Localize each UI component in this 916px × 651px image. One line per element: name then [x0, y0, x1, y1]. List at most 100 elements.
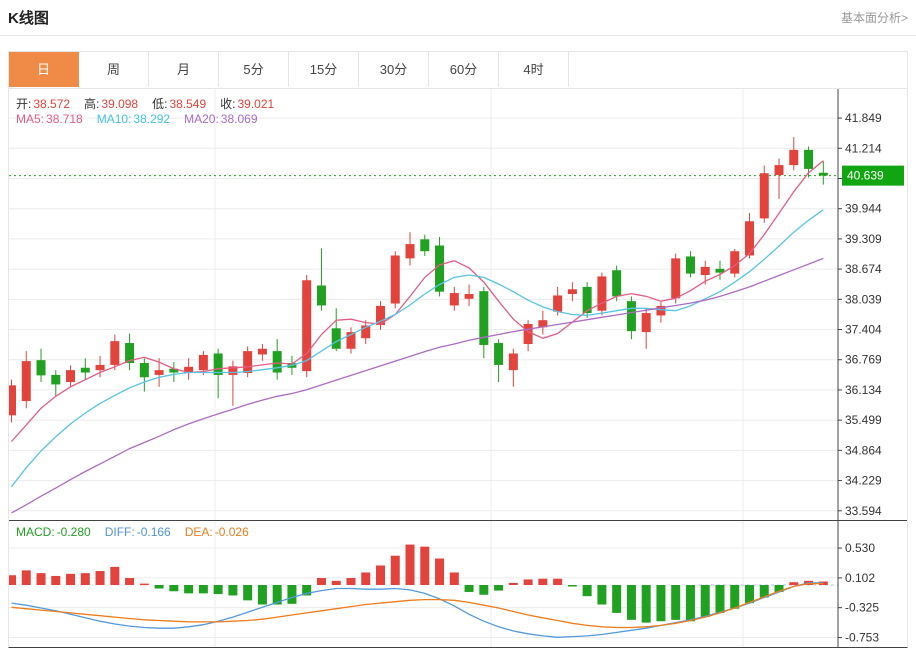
- candle-body: [361, 325, 371, 339]
- y-tick-label: 39.309: [845, 232, 882, 246]
- candle-body: [745, 221, 754, 256]
- candle-body: [331, 328, 341, 349]
- candle-body: [154, 370, 164, 375]
- y-tick-label: 0.530: [845, 541, 875, 555]
- candle-body: [626, 301, 636, 332]
- macd-bar: [567, 585, 577, 587]
- candle-body: [700, 266, 710, 276]
- candle-body: [523, 324, 533, 344]
- macd-bar: [154, 585, 164, 589]
- macd-panel: 0.530 0.102 -0.325 -0.753 MACD: -0.280 DIFF: -…: [9, 521, 907, 647]
- candle-body: [228, 366, 238, 375]
- y-tick-label: 34.229: [845, 474, 882, 488]
- candle-body: [36, 360, 46, 376]
- candle-body: [597, 276, 607, 311]
- macd-bar: [376, 565, 385, 585]
- candle-body: [479, 291, 489, 345]
- candle-body: [449, 293, 459, 306]
- tab-interval-0[interactable]: 日: [9, 52, 79, 87]
- y-tick-label: 35.499: [845, 413, 882, 427]
- macd-chart[interactable]: 0.530 0.102 -0.325 -0.753: [9, 521, 907, 647]
- candle-body: [804, 149, 814, 169]
- macd-bar: [745, 585, 754, 604]
- candle-body: [213, 353, 223, 375]
- candle-body: [582, 286, 592, 314]
- candle-body: [21, 361, 31, 402]
- candle-body: [789, 149, 799, 166]
- candle-body: [494, 343, 504, 365]
- candle-body: [730, 251, 740, 274]
- macd-bar: [390, 555, 400, 585]
- candle-body: [405, 244, 415, 259]
- macd-bar: [508, 582, 518, 585]
- interval-tabs: 日周月 5分 15分 30分 60分 4时: [9, 52, 907, 89]
- candlestick-chart[interactable]: 41.849 41.214 39.944 39.309 38.674 38.039 37.4…: [9, 89, 907, 520]
- macd-bar: [582, 585, 592, 597]
- macd-bar: [730, 585, 740, 609]
- candle-body: [464, 294, 474, 299]
- candle-body: [9, 385, 16, 416]
- tab-interval-1[interactable]: 周: [79, 52, 149, 87]
- ma10-line: [10, 209, 824, 488]
- fundamental-analysis-link[interactable]: 基本面分析>: [840, 11, 908, 25]
- macd-bar: [626, 585, 636, 620]
- macd-bar: [449, 572, 459, 585]
- macd-bar: [346, 578, 356, 585]
- macd-bar: [228, 585, 238, 596]
- candle-body: [656, 305, 666, 316]
- macd-bar: [361, 572, 371, 585]
- macd-bar: [184, 585, 194, 594]
- macd-bar: [523, 579, 533, 585]
- tab-interval-7[interactable]: 4时: [499, 52, 569, 87]
- y-tick-label: 34.864: [845, 443, 882, 457]
- y-tick-label: 39.944: [845, 202, 882, 216]
- current-price-tag-value: 40.639: [847, 169, 884, 183]
- candle-body: [567, 289, 577, 295]
- y-tick-label: 0.102: [845, 571, 875, 585]
- macd-bar: [435, 558, 445, 585]
- candle-body: [257, 348, 267, 355]
- macd-bar: [538, 578, 548, 585]
- candle-body: [538, 320, 548, 328]
- macd-bar: [169, 585, 179, 592]
- y-tick-label: 36.134: [845, 383, 882, 397]
- tab-interval-5[interactable]: 30分: [359, 52, 429, 87]
- candle-body: [774, 165, 784, 176]
- tab-interval-6[interactable]: 60分: [429, 52, 499, 87]
- candle-body: [184, 366, 194, 373]
- candle-body: [612, 270, 622, 297]
- macd-bar: [597, 585, 607, 605]
- macd-bar: [405, 544, 415, 585]
- macd-bar: [213, 585, 223, 595]
- y-tick-label: 41.214: [845, 141, 882, 155]
- macd-bar: [139, 583, 149, 586]
- dea-line: [11, 582, 824, 629]
- candle-body: [95, 364, 105, 371]
- macd-bar: [95, 571, 105, 585]
- tab-interval-4[interactable]: 15分: [289, 52, 359, 87]
- candle-body: [346, 332, 356, 349]
- candle-body: [376, 305, 385, 325]
- candle-body: [316, 285, 326, 306]
- candle-body: [390, 255, 400, 304]
- y-tick-label: 38.674: [845, 262, 882, 276]
- candle-body: [435, 245, 445, 292]
- candle-body: [169, 368, 179, 373]
- y-tick-label: 37.404: [845, 323, 882, 337]
- macd-bar: [715, 585, 725, 613]
- macd-bar: [553, 578, 563, 585]
- titlebar: K线图 基本面分析>: [0, 0, 916, 36]
- candle-body: [685, 256, 695, 274]
- tab-interval-2[interactable]: 月: [149, 52, 219, 87]
- y-tick-label: 38.039: [845, 292, 882, 306]
- macd-bar: [198, 585, 208, 594]
- macd-bar: [656, 585, 666, 622]
- macd-bar: [479, 585, 489, 595]
- tab-interval-3[interactable]: 5分: [219, 52, 289, 87]
- y-tick-label: -0.325: [845, 601, 879, 615]
- candle-body: [80, 367, 90, 373]
- macd-bar: [789, 582, 799, 585]
- price-panel: 41.849 41.214 39.944 39.309 38.674 38.039 37.4…: [9, 89, 907, 521]
- candle-body: [553, 295, 563, 312]
